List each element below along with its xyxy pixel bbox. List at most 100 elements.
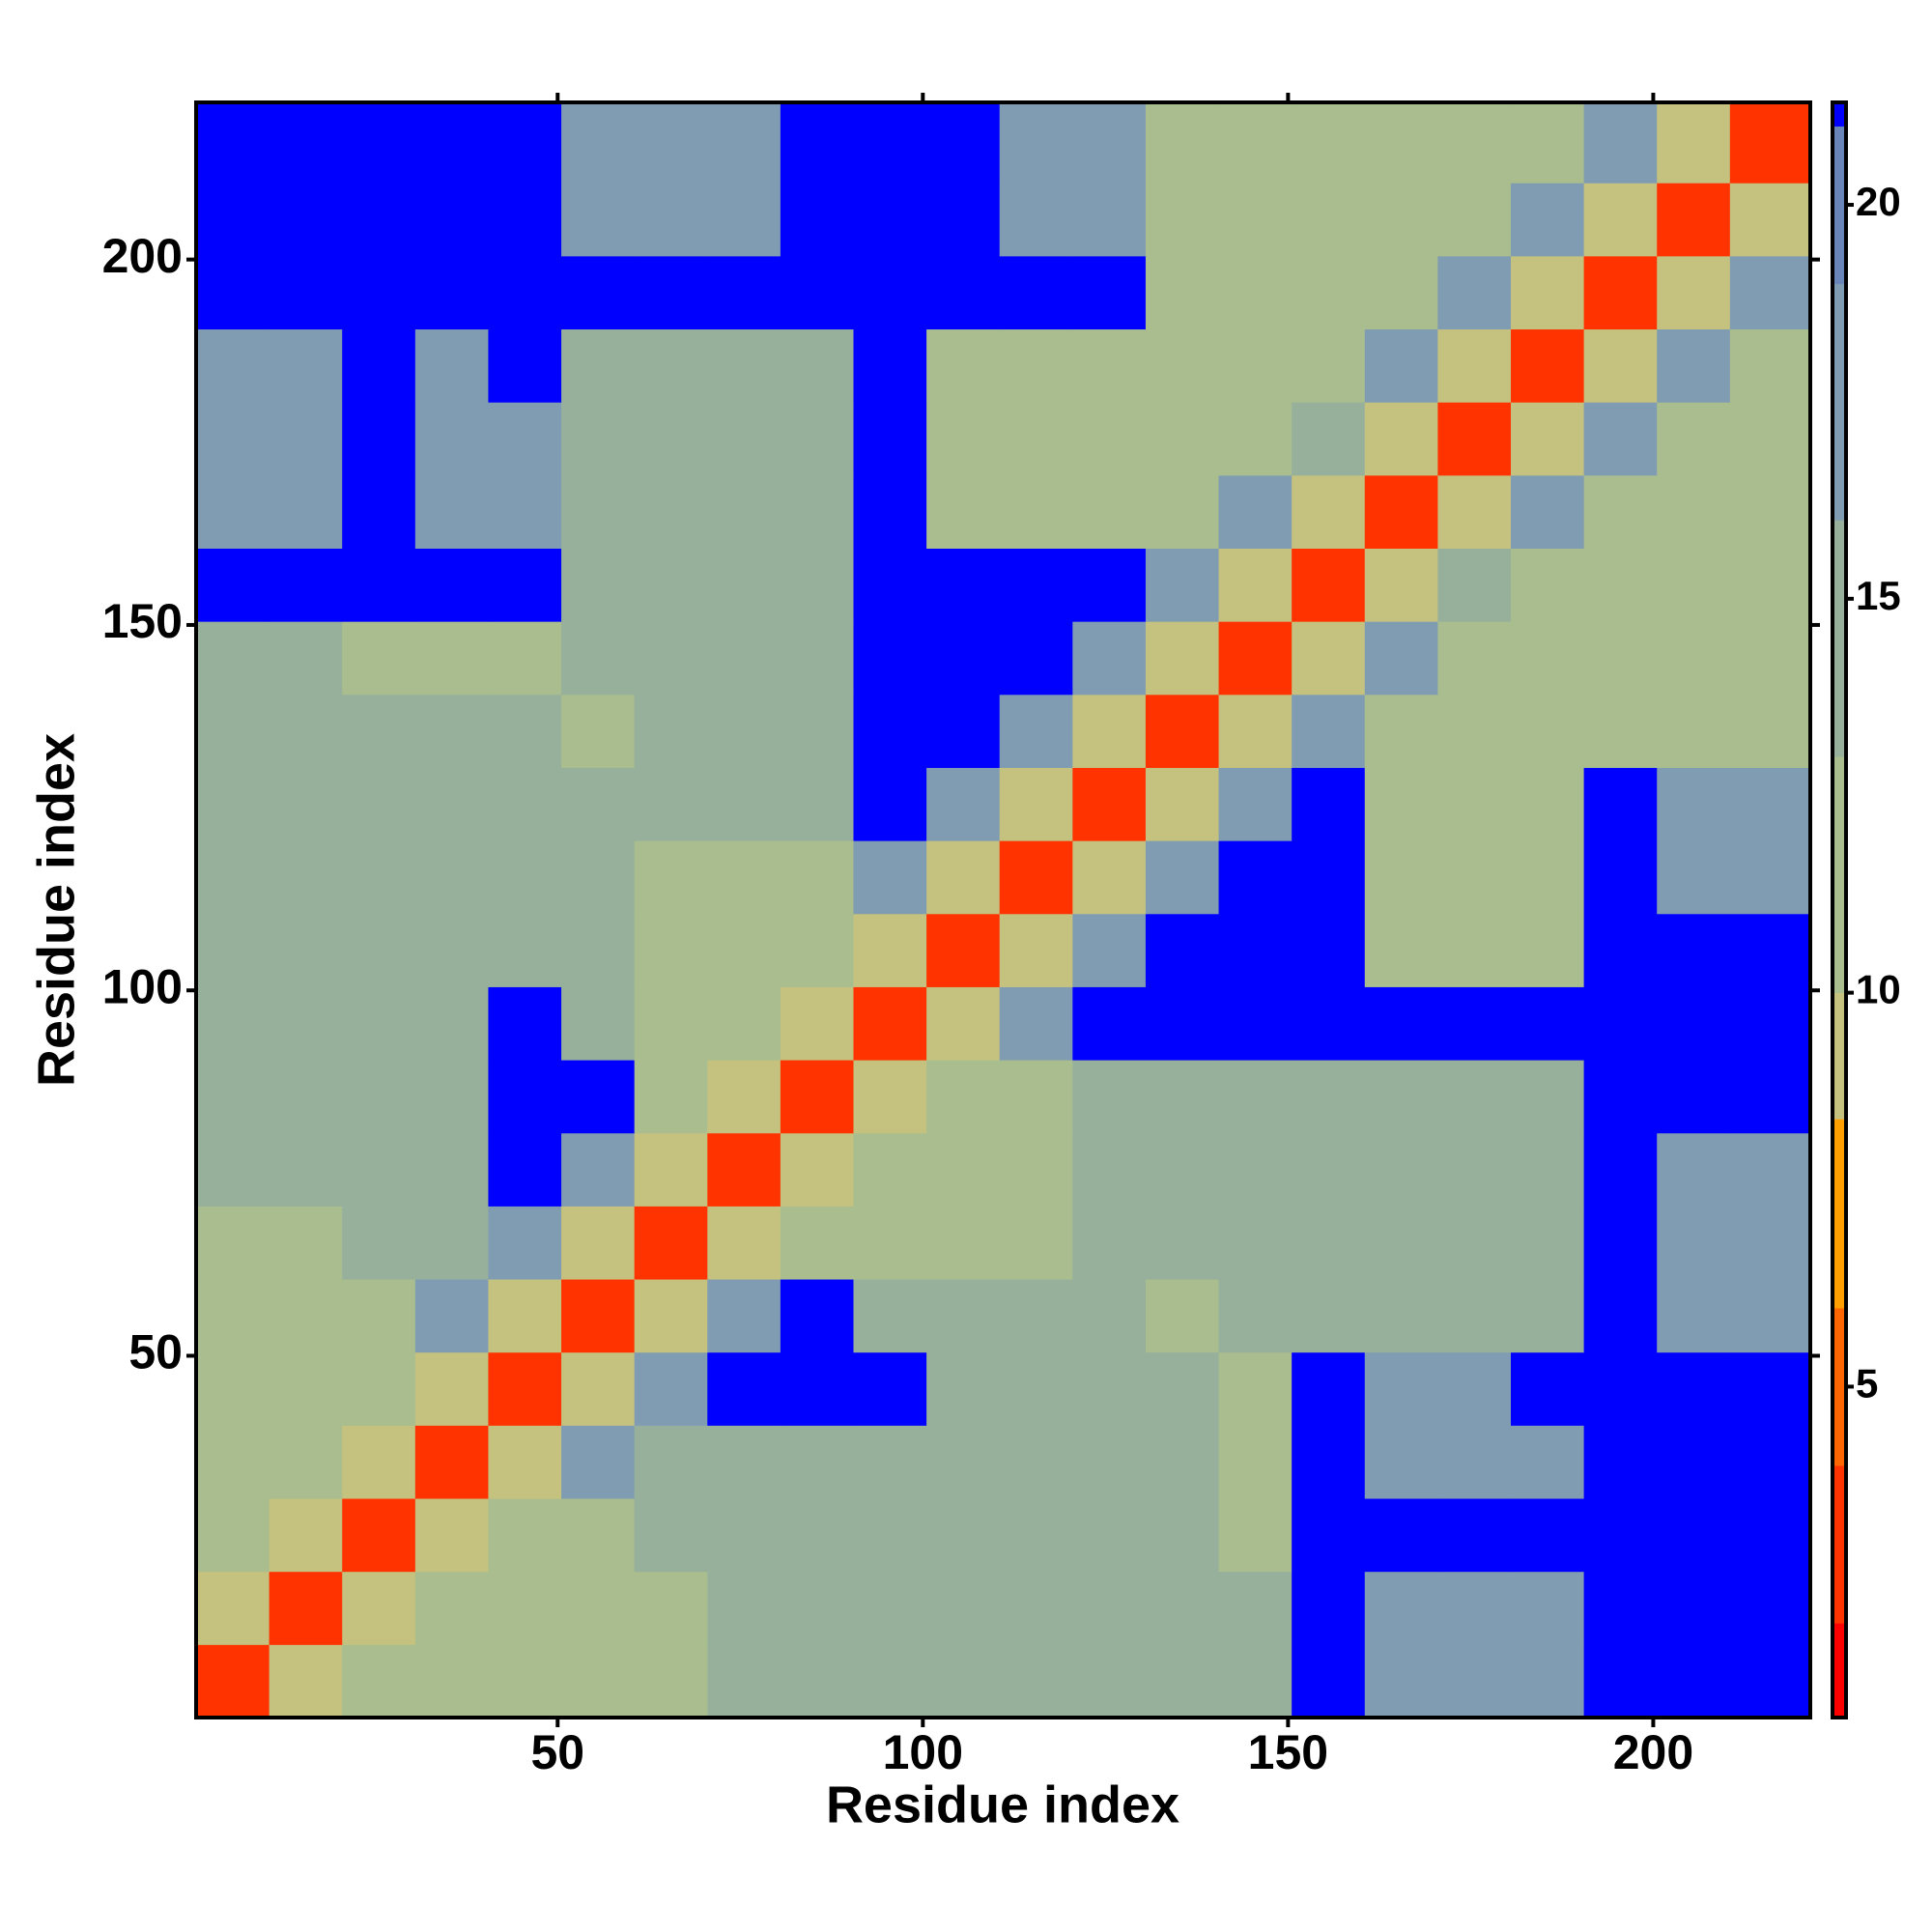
heatmap-cell (414, 1351, 489, 1426)
heatmap-cell (342, 474, 416, 550)
heatmap-cell (1218, 621, 1293, 696)
heatmap-cell (780, 986, 854, 1061)
heatmap-cell (780, 621, 854, 696)
heatmap-cell (1218, 1206, 1293, 1280)
heatmap-cell (1437, 1571, 1512, 1645)
heatmap-cell (999, 1132, 1073, 1207)
heatmap-cell (1072, 1425, 1147, 1499)
heatmap-cell (926, 183, 1001, 257)
heatmap-cell (1218, 328, 1293, 403)
heatmap-cell (1218, 767, 1293, 841)
heatmap-cell (1364, 840, 1438, 915)
heatmap-cell (342, 694, 416, 768)
heatmap-cell (926, 474, 1001, 550)
heatmap-cell (780, 402, 854, 476)
heatmap-cell (488, 1571, 562, 1645)
heatmap-cell (634, 1644, 708, 1719)
y-tick-label: 200 (102, 229, 183, 283)
heatmap-cell (196, 402, 270, 476)
heatmap-cell (488, 1425, 562, 1499)
heatmap-cell (269, 1279, 343, 1353)
heatmap-cell (269, 1498, 343, 1573)
heatmap-cell (1510, 1644, 1585, 1719)
heatmap-cell (1583, 548, 1658, 622)
heatmap-cell (342, 1060, 416, 1134)
heatmap-cell (196, 913, 270, 987)
heatmap-cell (1218, 474, 1293, 550)
heatmap-cell (1510, 102, 1585, 184)
heatmap-cell (853, 1060, 927, 1134)
heatmap-cell (342, 1279, 416, 1353)
heatmap-cell (634, 474, 708, 550)
heatmap-cell (342, 255, 416, 330)
heatmap-cell (780, 474, 854, 550)
heatmap-cell (634, 328, 708, 403)
heatmap-cell (1145, 767, 1220, 841)
heatmap-cell (1657, 402, 1731, 476)
heatmap-cell (634, 840, 708, 915)
heatmap-cell (853, 1425, 927, 1499)
heatmap-cell (342, 1498, 416, 1573)
heatmap-cell (342, 328, 416, 403)
heatmap-cell (1583, 1644, 1658, 1719)
heatmap-cell (196, 328, 270, 403)
heatmap-cell (561, 1279, 636, 1353)
heatmap-cell (1145, 1206, 1220, 1280)
heatmap-cell (1364, 102, 1438, 184)
heatmap-cell (488, 1206, 562, 1280)
heatmap-cell (707, 474, 781, 550)
heatmap-cell (1510, 402, 1585, 476)
colorbar-frame (1831, 100, 1848, 1719)
heatmap-cell (1218, 1425, 1293, 1499)
heatmap-cell (1364, 1351, 1438, 1426)
heatmap-cell (561, 183, 636, 257)
heatmap-cell (414, 913, 489, 987)
heatmap-cell (1145, 1279, 1220, 1353)
heatmap-cell (561, 548, 636, 622)
x-axis-label: Residue index (826, 1776, 1179, 1833)
heatmap-cell (1364, 1060, 1438, 1134)
heatmap-cell (1657, 1351, 1731, 1426)
heatmap-cell (926, 1644, 1001, 1719)
heatmap-cell (196, 1351, 270, 1426)
heatmap-cell (269, 183, 343, 257)
heatmap-cell (269, 621, 343, 696)
heatmap-cell (1657, 1279, 1731, 1353)
heatmap-cell (342, 1132, 416, 1207)
heatmap-cell (926, 1571, 1001, 1645)
heatmap-cell (1437, 767, 1512, 841)
heatmap-cell (342, 1206, 416, 1280)
heatmap-cell (1729, 986, 1811, 1061)
heatmap-cell (1072, 1060, 1147, 1134)
heatmap-cell (561, 328, 636, 403)
colorbar-tick-label: 10 (1856, 967, 1901, 1012)
x-tick-label: 100 (883, 1725, 963, 1779)
heatmap-cell (1292, 183, 1366, 257)
heatmap-cell (1145, 402, 1220, 476)
heatmap-cell (269, 1351, 343, 1426)
heatmap-cell (414, 694, 489, 768)
heatmap-cell (707, 1571, 781, 1645)
heatmap-cell (1292, 402, 1366, 476)
heatmap-cell (1364, 913, 1438, 987)
y-axis-label: Residue index (27, 733, 85, 1087)
heatmap-cell (999, 840, 1073, 915)
heatmap-cell (1364, 767, 1438, 841)
heatmap-cell (342, 840, 416, 915)
heatmap-cell (196, 1132, 270, 1207)
heatmap-cell (1583, 1132, 1658, 1207)
heatmap-cell (196, 986, 270, 1061)
y-tick-label: 100 (102, 959, 183, 1013)
heatmap-cell (634, 767, 708, 841)
heatmap-cell (1364, 183, 1438, 257)
heatmap-cell (488, 1132, 562, 1207)
heatmap-cell (1437, 548, 1512, 622)
heatmap-cell (1292, 1498, 1366, 1573)
heatmap-cell (999, 1571, 1073, 1645)
heatmap-cell (414, 102, 489, 184)
heatmap-cell (634, 1498, 708, 1573)
heatmap-cell (414, 1571, 489, 1645)
heatmap-cell (1729, 694, 1811, 768)
heatmap-cell (414, 986, 489, 1061)
